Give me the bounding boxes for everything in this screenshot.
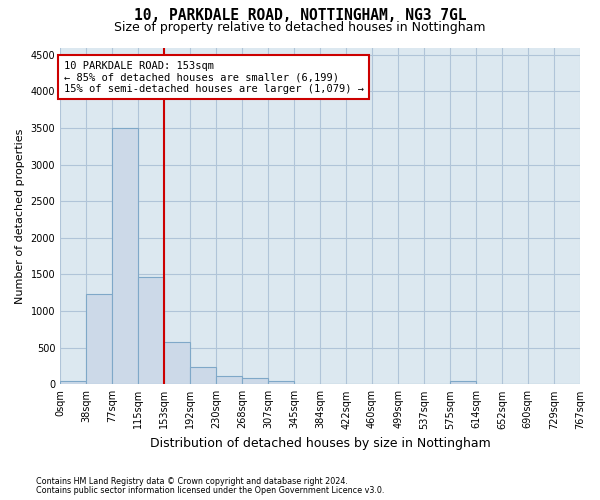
Bar: [242, 378, 268, 384]
Text: Contains public sector information licensed under the Open Government Licence v3: Contains public sector information licen…: [36, 486, 385, 495]
Text: 10, PARKDALE ROAD, NOTTINGHAM, NG3 7GL: 10, PARKDALE ROAD, NOTTINGHAM, NG3 7GL: [134, 8, 466, 22]
Bar: [216, 376, 242, 384]
Bar: [450, 382, 476, 384]
X-axis label: Distribution of detached houses by size in Nottingham: Distribution of detached houses by size …: [150, 437, 490, 450]
Text: 10 PARKDALE ROAD: 153sqm
← 85% of detached houses are smaller (6,199)
15% of sem: 10 PARKDALE ROAD: 153sqm ← 85% of detach…: [64, 60, 364, 94]
Bar: [268, 380, 294, 384]
Text: Size of property relative to detached houses in Nottingham: Size of property relative to detached ho…: [114, 22, 486, 35]
Bar: [190, 368, 216, 384]
Bar: [86, 294, 112, 384]
Bar: [164, 342, 190, 384]
Y-axis label: Number of detached properties: Number of detached properties: [15, 128, 25, 304]
Bar: [112, 128, 138, 384]
Bar: [138, 276, 164, 384]
Text: Contains HM Land Registry data © Crown copyright and database right 2024.: Contains HM Land Registry data © Crown c…: [36, 477, 348, 486]
Bar: [60, 380, 86, 384]
